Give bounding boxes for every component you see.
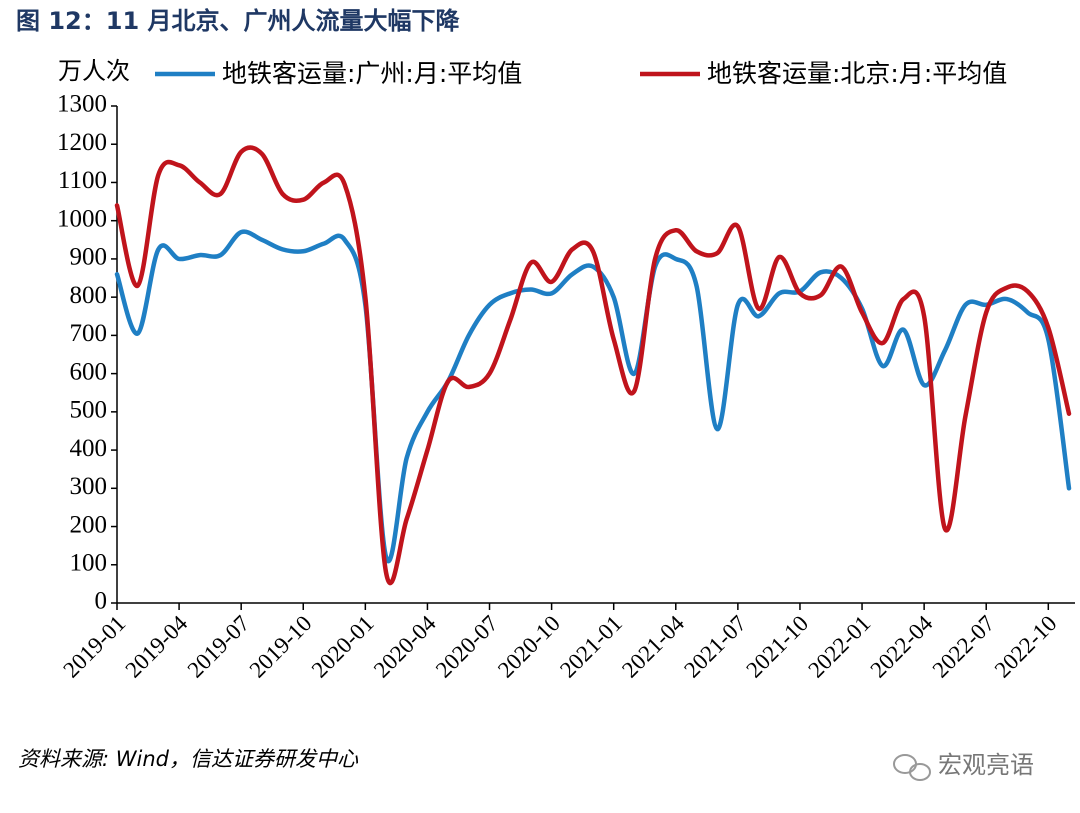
x-tick-label: 2020-10 xyxy=(493,611,565,683)
x-tick-label: 2021-04 xyxy=(617,610,689,682)
y-tick-label: 0 xyxy=(95,588,108,615)
x-tick-label: 2019-01 xyxy=(58,611,130,683)
x-tick-label: 2020-04 xyxy=(369,610,441,682)
x-tick-label: 2021-07 xyxy=(679,611,751,683)
y-tick-label: 1200 xyxy=(57,129,107,156)
watermark: 宏观亮语 xyxy=(938,751,1034,779)
y-tick-label: 1100 xyxy=(58,167,107,194)
watermark-icon xyxy=(893,754,931,781)
legend-label: 地铁客运量:北京:月:平均值 xyxy=(707,59,1007,88)
x-tick-label: 2019-04 xyxy=(120,610,192,682)
y-tick-label: 800 xyxy=(70,282,108,309)
series-line xyxy=(114,229,1072,564)
x-tick-label: 2020-01 xyxy=(307,611,379,683)
y-tick-label: 100 xyxy=(70,550,108,577)
x-tick-label: 2019-10 xyxy=(245,611,317,683)
x-tick-label: 2022-07 xyxy=(928,611,1000,683)
y-tick-label: 200 xyxy=(70,511,108,538)
legend-label: 地铁客运量:广州:月:平均值 xyxy=(222,59,522,88)
x-tick-label: 2022-10 xyxy=(990,611,1062,683)
series-line xyxy=(114,145,1072,585)
x-tick-label: 2021-01 xyxy=(555,611,627,683)
y-tick-label: 1000 xyxy=(57,205,107,232)
x-tick-label: 2019-07 xyxy=(183,611,255,683)
x-tick-label: 2022-04 xyxy=(866,610,938,682)
y-axis-label: 万人次 xyxy=(58,57,130,85)
y-tick-label: 300 xyxy=(70,473,108,500)
x-tick-label: 2022-01 xyxy=(803,611,875,683)
x-tick-label: 2020-07 xyxy=(431,611,503,683)
chart-title: 图 12：11 月北京、广州人流量大幅下降 xyxy=(16,7,461,35)
source: 资料来源: Wind，信达证券研发中心 xyxy=(18,747,359,771)
x-tick-label: 2021-10 xyxy=(741,611,813,683)
y-tick-label: 700 xyxy=(70,320,108,347)
y-tick-label: 400 xyxy=(70,435,108,462)
y-tick-label: 600 xyxy=(70,358,108,385)
y-tick-label: 900 xyxy=(70,244,108,271)
y-tick-label: 1300 xyxy=(57,91,107,118)
y-tick-label: 500 xyxy=(70,397,108,424)
